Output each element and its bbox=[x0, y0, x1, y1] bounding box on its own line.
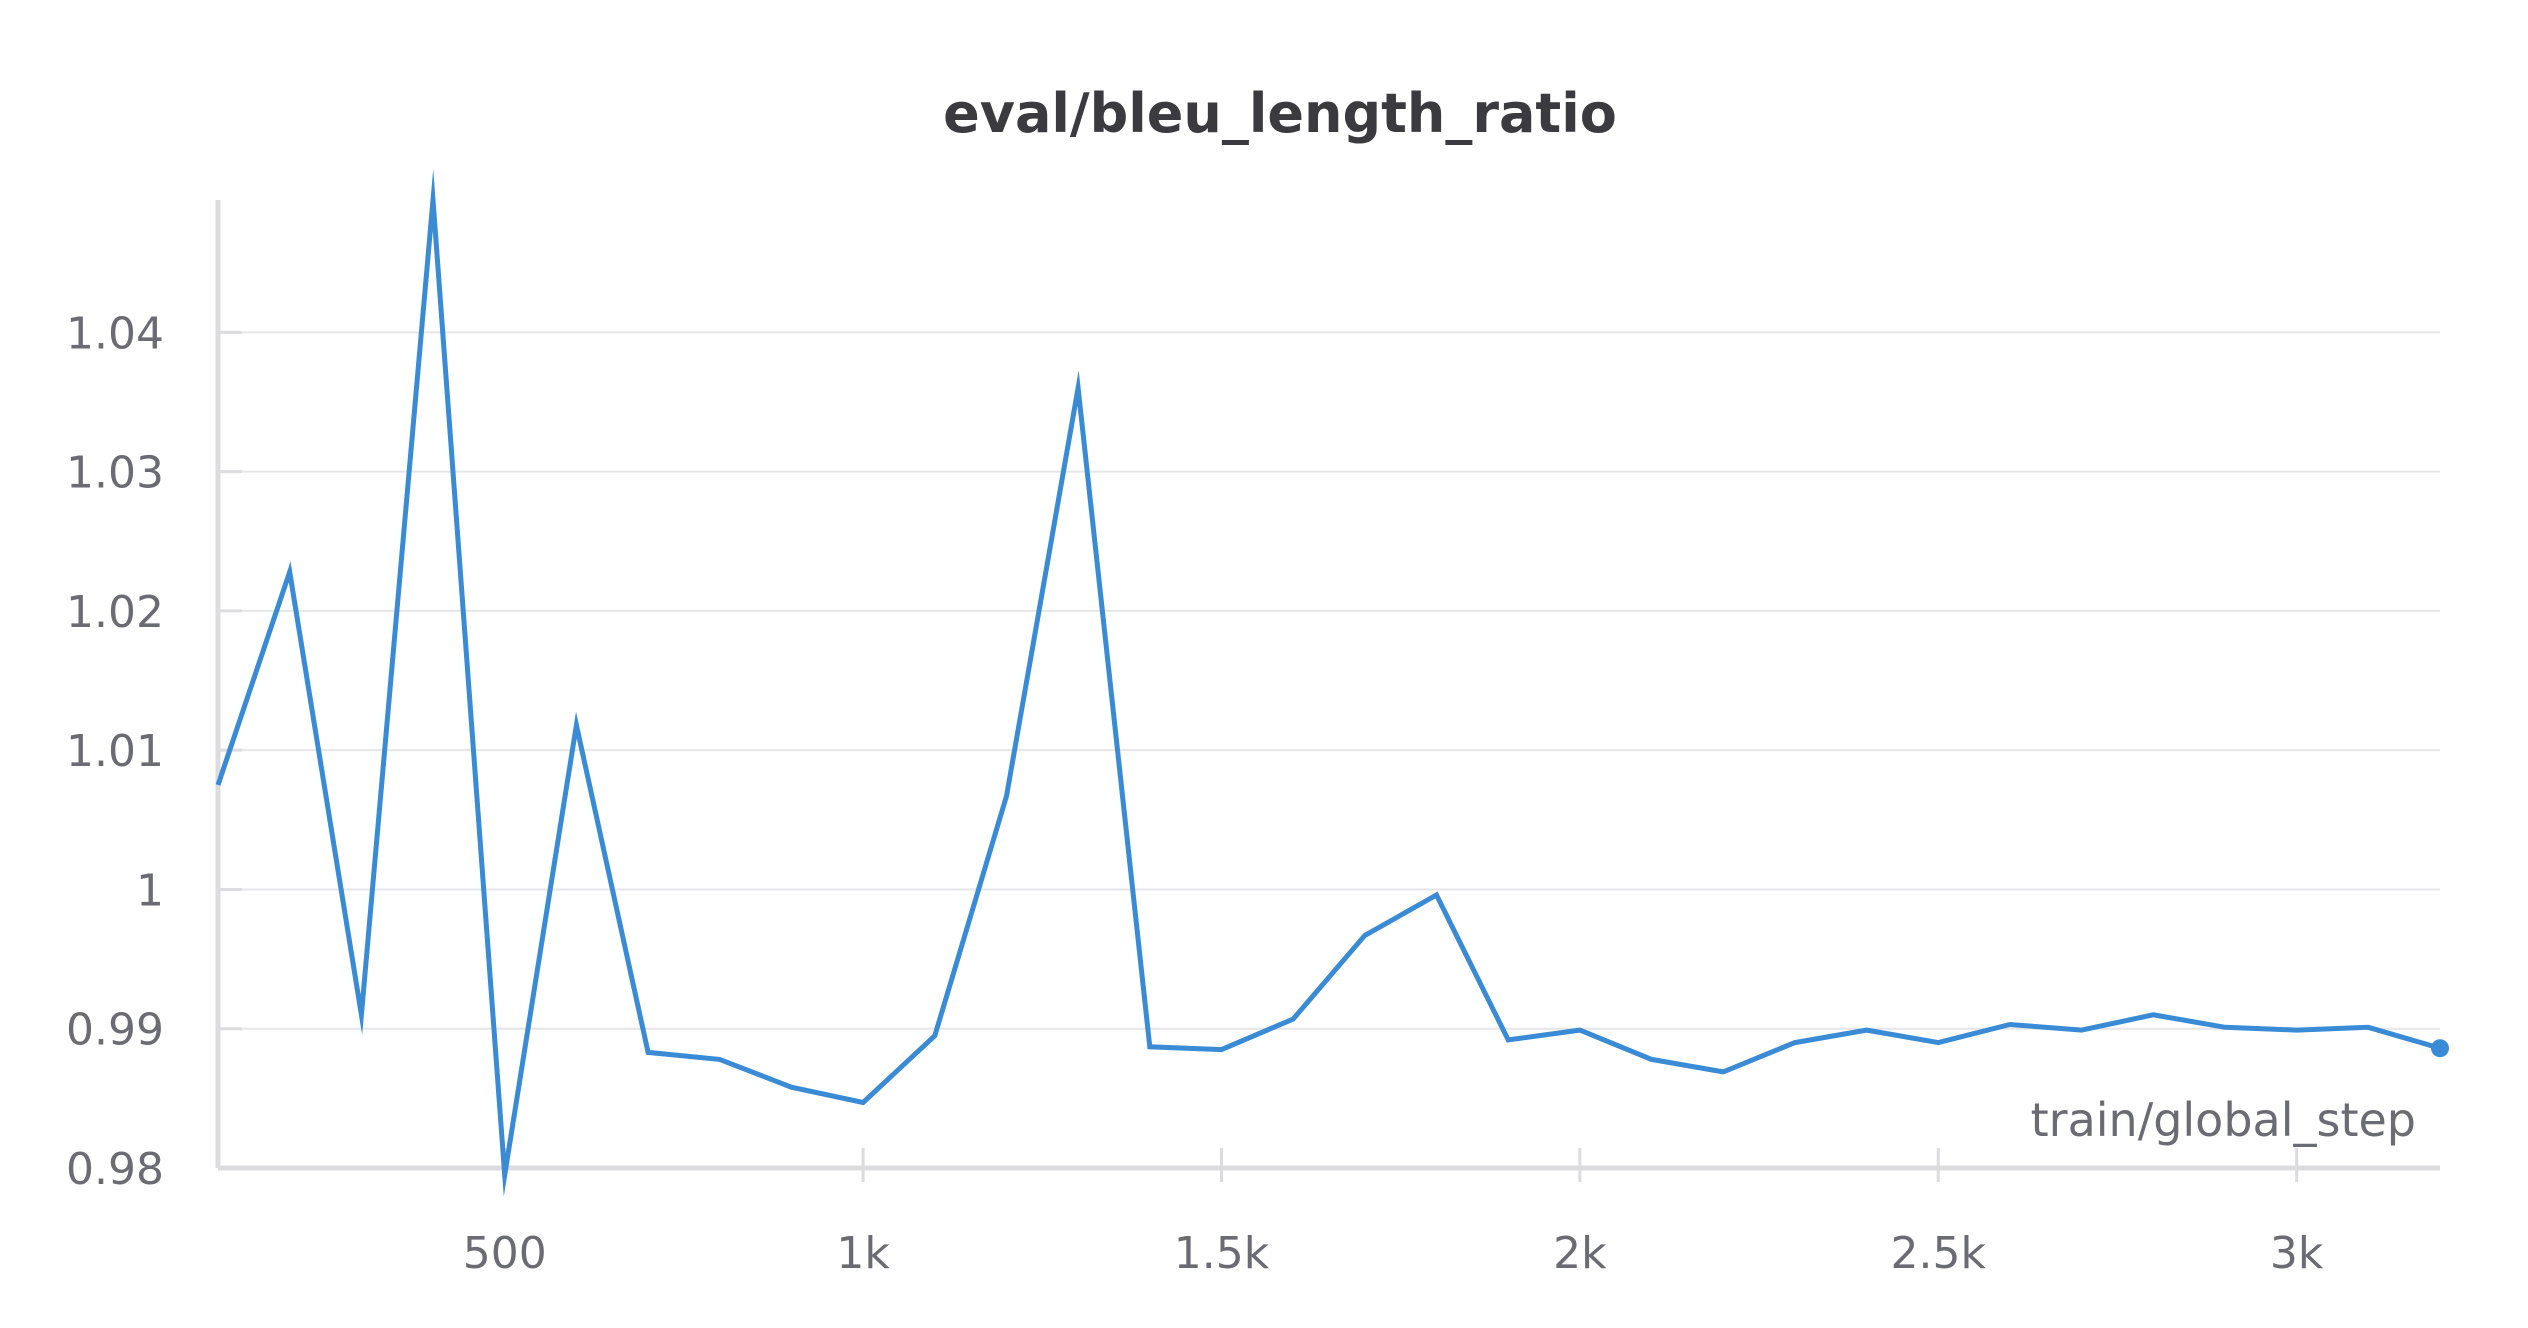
y-tick-label: 1 bbox=[136, 865, 164, 916]
y-tick-label: 1.04 bbox=[66, 308, 164, 359]
series-line bbox=[215, 168, 2441, 1197]
x-tick-label: 1.5k bbox=[1174, 1228, 1270, 1279]
x-axis-title: train/global_step bbox=[2031, 1093, 2416, 1147]
x-tick-label: 2k bbox=[1553, 1228, 1607, 1279]
x-tick-label: 500 bbox=[463, 1228, 547, 1279]
y-tick-label: 1.01 bbox=[66, 726, 164, 777]
y-tick-label: 0.98 bbox=[66, 1144, 164, 1195]
last-point-marker bbox=[2431, 1039, 2449, 1058]
axes: 0.98 0.99 1 1.01 1.02 1.03 1.04 500 1k 1.5k 2k 2.5k… bbox=[66, 200, 2440, 1279]
chart-title: eval/bleu_length_ratio bbox=[943, 82, 1617, 145]
y-tick-label: 1.03 bbox=[66, 448, 164, 499]
x-tick-label: 3k bbox=[2270, 1228, 2324, 1279]
x-tick-label: 2.5k bbox=[1891, 1228, 1987, 1279]
y-tick-label: 1.02 bbox=[66, 587, 164, 638]
series-layer bbox=[215, 168, 2449, 1197]
y-tick-label: 0.99 bbox=[66, 1005, 164, 1056]
x-tick-label: 1k bbox=[836, 1228, 890, 1279]
grid-lines bbox=[218, 331, 2440, 1030]
